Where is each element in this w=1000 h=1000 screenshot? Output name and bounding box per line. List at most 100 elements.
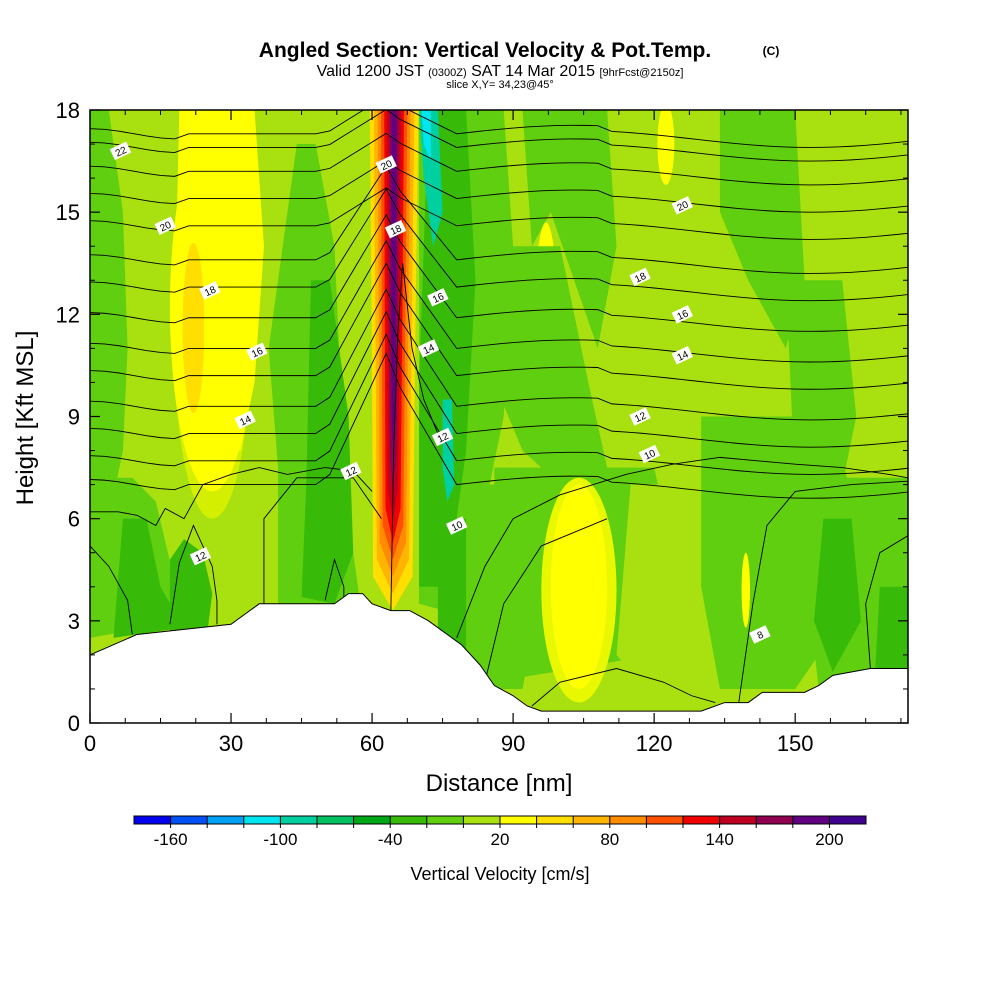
pot-temp-label-text: 18	[203, 284, 218, 299]
pot-temp-label: 16	[246, 342, 268, 362]
pot-temp-label: 10	[445, 516, 468, 535]
pot-temp-contour-5	[90, 165, 908, 274]
terrain-mask	[90, 593, 908, 723]
band-green-right-top	[719, 110, 805, 349]
x-tick-label: 60	[360, 731, 384, 756]
pot-temp-contour-low-9	[738, 480, 908, 703]
band-ltgreen-lower-right	[616, 484, 711, 689]
pot-temp-label: 12	[189, 546, 212, 566]
colorbar-swatch	[646, 816, 684, 824]
pot-temp-contour-4	[90, 187, 908, 240]
y-tick-label: 3	[68, 609, 80, 634]
colorbar-swatch	[134, 816, 172, 824]
pot-temp-contour-12	[90, 333, 908, 475]
band-dkgreen-right-lower	[813, 518, 861, 672]
pot-temp-contour-0	[90, 110, 908, 148]
core-yellow-low-mid	[550, 484, 608, 689]
pot-temp-contour-low-4	[324, 557, 345, 601]
colorbar-swatch	[756, 816, 794, 824]
core-yellow-top-right	[657, 110, 675, 185]
pot-temp-label-text: 22	[114, 145, 129, 160]
x-tick-label: 90	[501, 731, 525, 756]
plot-area: 22 20 18 16 14 12 12 20 18 16 14 12 10 20 18 16 14 12 10 8	[90, 110, 908, 723]
pot-temp-label: 20	[671, 196, 694, 215]
colorbar-swatch	[170, 816, 208, 824]
pot-temp-label-text: 12	[344, 465, 359, 480]
band-aqua-top	[421, 110, 431, 162]
pot-temp-contour-low-3	[169, 524, 218, 625]
y-axis-label: Height [Kft MSL]	[12, 331, 39, 506]
pot-temp-label: 18	[199, 281, 221, 300]
colorbar-tick-label: -100	[263, 830, 297, 849]
pot-temp-label-text: 20	[676, 199, 691, 214]
band-green-center-top	[522, 110, 617, 349]
colorbar-tick-label: -160	[154, 830, 188, 849]
colorbar-swatch	[207, 816, 245, 824]
pot-temp-contours	[90, 110, 908, 707]
contour-label-layer: 22 20 18 16 14 12 12 20 18 16 14 12 10 20 18 16 14 12 10 8	[109, 141, 771, 644]
y-tick-label: 18	[56, 98, 80, 123]
pot-temp-contour-low-10	[865, 535, 908, 669]
pot-temp-label-text: 14	[238, 414, 253, 429]
pot-temp-label: 8	[749, 625, 771, 644]
pot-temp-contour-10	[90, 288, 908, 421]
pot-temp-label-text: 8	[756, 629, 766, 642]
pot-temp-label: 16	[427, 288, 449, 307]
pot-temp-label: 20	[375, 155, 397, 174]
pot-temp-label-text: 16	[431, 291, 446, 306]
pot-temp-contour-low-2	[90, 545, 133, 635]
chart-subtitle: Valid 1200 JST (0300Z) SAT 14 Mar 2015 […	[317, 63, 684, 80]
pot-temp-contour-11	[90, 310, 908, 448]
pot-temp-contour-6	[90, 188, 908, 302]
subtitle-utc: (0300Z)	[428, 67, 467, 79]
pot-temp-label: 18	[629, 267, 651, 287]
y-tick-label: 0	[68, 711, 80, 736]
colorbar-swatch	[317, 816, 355, 824]
subtitle-date: SAT 14 Mar 2015	[471, 63, 595, 80]
pot-temp-label-text: 18	[633, 271, 648, 286]
colorbar-tick-label: -40	[378, 830, 403, 849]
pot-temp-contour-low-5	[263, 477, 382, 604]
colorbar-swatch	[829, 816, 867, 824]
pot-temp-contour-low-1	[90, 467, 373, 527]
colorbar-swatch	[353, 816, 391, 824]
pot-temp-label-text: 10	[450, 519, 465, 534]
pot-temp-label: 16	[671, 305, 694, 324]
colorbar-swatch	[500, 816, 538, 824]
colorbar-label: Vertical Velocity [cm/s]	[410, 864, 589, 884]
colorbar-swatch	[280, 816, 318, 824]
colorbar-swatch	[719, 816, 757, 824]
pot-temp-contour-7	[90, 214, 908, 332]
pot-temp-label-text: 12	[633, 410, 648, 425]
band-dkgreen-low-left	[113, 518, 185, 638]
pot-temp-label: 22	[109, 141, 132, 161]
pot-temp-label-text: 12	[436, 431, 451, 446]
pot-temp-label-text: 20	[379, 158, 394, 173]
y-tick-label: 15	[56, 200, 80, 225]
pot-temp-label: 14	[671, 345, 694, 365]
chart-title-mark: (C)	[763, 44, 780, 58]
pot-temp-label-text: 16	[250, 346, 265, 361]
pot-temp-label: 20	[154, 216, 176, 236]
pot-temp-contour-8	[90, 239, 908, 363]
y-tick-label: 9	[68, 405, 80, 430]
pot-temp-label-text: 10	[643, 448, 658, 463]
colorbar-swatch	[243, 816, 281, 824]
core-yellow-small-right	[741, 552, 751, 628]
colorbar: -160 -100 -40 20 80 140 200	[133, 815, 867, 849]
colorbar-tick-label: 80	[600, 830, 619, 849]
core-gold-left	[182, 242, 205, 414]
pot-temp-contour-9	[90, 262, 908, 390]
pot-temp-label: 14	[234, 410, 256, 430]
subtitle-valid: Valid 1200 JST	[317, 63, 425, 80]
pot-temp-label: 10	[638, 444, 661, 464]
pot-temp-label-text: 16	[676, 308, 691, 323]
band-dkgreen-right-edge	[875, 586, 908, 689]
x-axis-label: Distance [nm]	[426, 770, 573, 797]
pot-temp-contour-1	[90, 110, 908, 162]
colorbar-tick-label: 20	[491, 830, 510, 849]
x-tick-label: 120	[636, 731, 673, 756]
colorbar-swatch	[683, 816, 721, 824]
x-axis: 0 30 60 90 120 150	[84, 110, 902, 756]
